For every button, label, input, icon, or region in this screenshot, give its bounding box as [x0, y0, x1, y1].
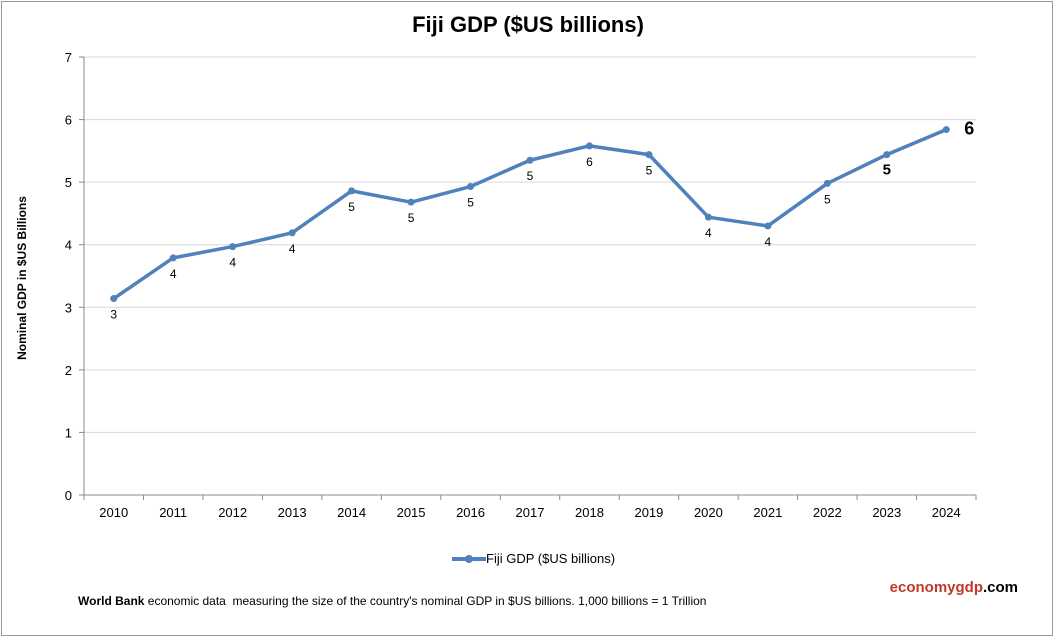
legend-label: Fiji GDP ($US billions)	[486, 551, 616, 566]
data-label: 4	[705, 226, 712, 240]
data-point	[348, 187, 356, 195]
data-label: 4	[765, 235, 772, 249]
x-tick-label: 2019	[634, 505, 663, 520]
y-tick-label: 0	[65, 488, 72, 503]
y-tick-label: 7	[65, 50, 72, 65]
data-label: 5	[467, 196, 474, 210]
data-point	[526, 156, 534, 164]
x-tick-label: 2015	[397, 505, 426, 520]
data-label: 5	[348, 200, 355, 214]
data-point	[585, 142, 593, 150]
y-tick-label: 5	[65, 175, 72, 190]
data-point	[942, 126, 950, 134]
brand-part1: economygdp	[889, 579, 983, 596]
x-tick-label: 2024	[932, 505, 961, 520]
data-label: 5	[408, 211, 415, 225]
x-tick-label: 2022	[813, 505, 842, 520]
data-point	[883, 151, 891, 159]
data-label: 5	[646, 164, 653, 178]
data-label: 6	[964, 119, 974, 139]
data-label: 5	[527, 169, 534, 183]
x-tick-label: 2020	[694, 505, 723, 520]
series-line	[112, 127, 947, 300]
data-point	[407, 198, 415, 206]
legend-marker	[452, 554, 486, 563]
brand-logo[interactable]: economygdp.com	[890, 579, 1018, 596]
y-tick-label: 6	[65, 113, 72, 128]
data-point	[288, 229, 296, 237]
x-tick-label: 2021	[753, 505, 782, 520]
x-tick-label: 2011	[159, 505, 187, 520]
data-point	[704, 213, 712, 221]
x-tick-label: 2014	[337, 505, 366, 520]
footer-source: World Bank	[78, 594, 145, 608]
data-label: 6	[586, 155, 593, 169]
data-label: 4	[289, 242, 296, 256]
x-tick-label: 2016	[456, 505, 485, 520]
data-point	[467, 183, 475, 191]
data-point	[110, 295, 118, 303]
x-tick-label: 2010	[99, 505, 128, 520]
data-point	[764, 222, 772, 230]
data-point	[645, 151, 653, 159]
y-tick-label: 1	[65, 425, 72, 440]
footer-note: World Bank economic data measuring the s…	[78, 594, 706, 608]
data-label: 5	[824, 192, 831, 206]
x-tick-label: 2023	[872, 505, 901, 520]
data-label: 3	[110, 308, 117, 322]
data-point	[823, 179, 831, 187]
y-tick-label: 2	[65, 363, 72, 378]
data-point	[169, 254, 177, 262]
footer-text: economic data measuring the size of the …	[144, 594, 707, 608]
brand-part2: .com	[982, 579, 1018, 596]
legend: Fiji GDP ($US billions)	[452, 551, 615, 566]
data-label: 5	[883, 162, 891, 179]
data-label: 4	[229, 256, 236, 270]
x-tick-label: 2018	[575, 505, 604, 520]
x-tick-label: 2017	[516, 505, 545, 520]
y-tick-label: 4	[65, 238, 72, 253]
data-point	[229, 243, 237, 251]
x-tick-label: 2012	[218, 505, 247, 520]
y-tick-label: 3	[65, 300, 72, 315]
chart-title: Fiji GDP ($US billions)	[412, 12, 644, 37]
data-label: 4	[170, 267, 177, 281]
x-tick-label: 2013	[278, 505, 307, 520]
